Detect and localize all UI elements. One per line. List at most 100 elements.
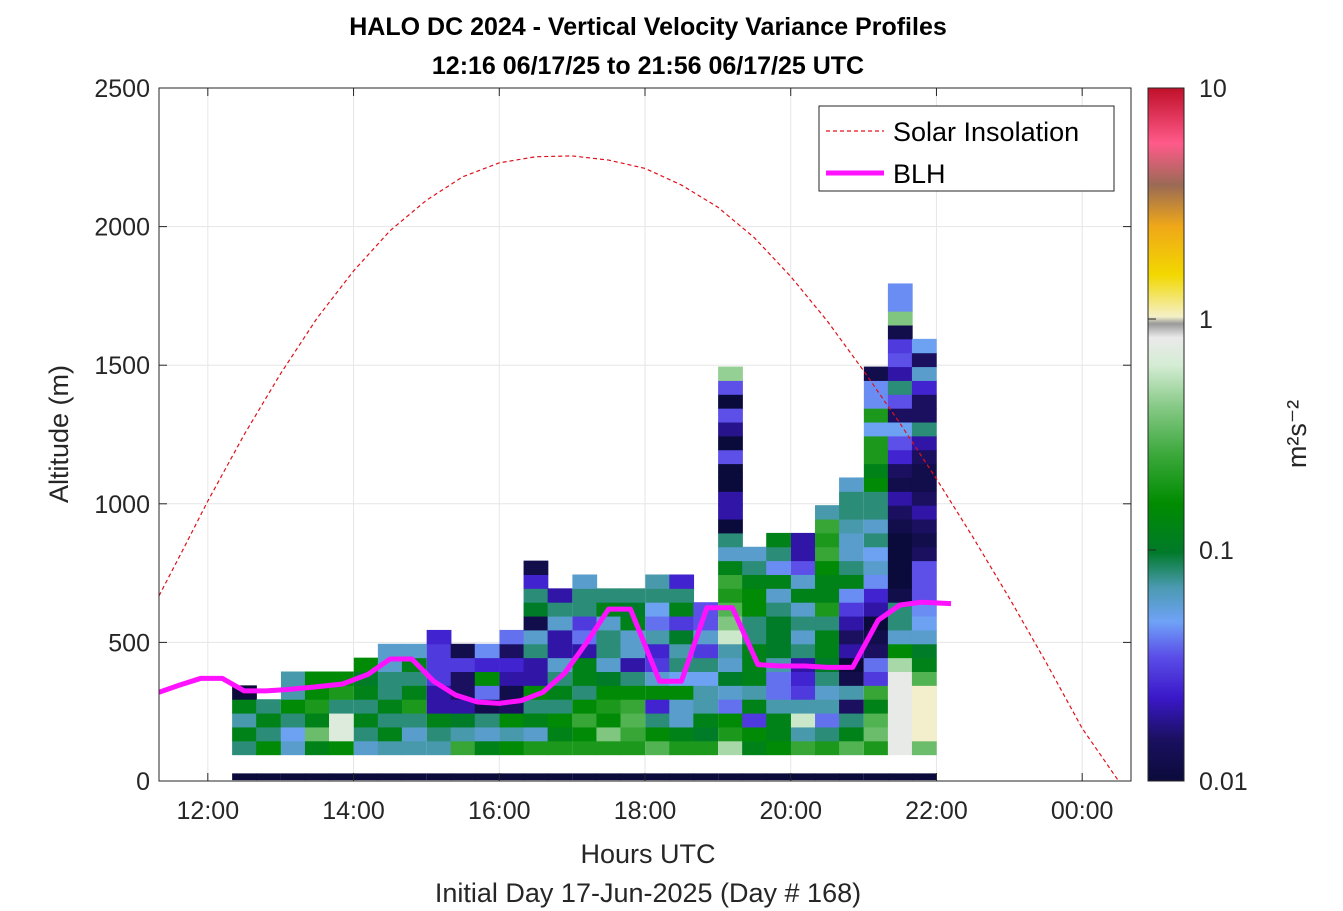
heatmap-cell bbox=[887, 574, 913, 589]
heatmap-cell bbox=[329, 685, 354, 700]
heatmap-cell bbox=[572, 699, 598, 714]
heatmap-cell bbox=[572, 588, 598, 603]
heatmap-cell bbox=[790, 574, 816, 589]
heatmap-cell bbox=[426, 740, 452, 756]
heatmap-cell bbox=[766, 713, 791, 728]
heatmap-cell bbox=[839, 560, 864, 575]
heatmap-cell bbox=[693, 726, 719, 742]
heatmap-cell bbox=[304, 713, 330, 728]
heatmap-cell bbox=[815, 713, 840, 728]
heatmap-cell bbox=[911, 546, 937, 562]
heatmap-cell bbox=[766, 671, 791, 686]
heatmap-cell bbox=[742, 657, 767, 673]
heatmap-cell bbox=[815, 560, 840, 575]
heatmap-cell bbox=[790, 740, 816, 756]
heatmap-cell bbox=[620, 643, 646, 659]
heatmap-cell bbox=[911, 643, 937, 659]
heatmap-cell bbox=[450, 671, 476, 686]
heatmap-cell bbox=[742, 588, 767, 603]
chart-title: HALO DC 2024 - Vertical Velocity Varianc… bbox=[349, 13, 947, 41]
x-tick-label: 16:00 bbox=[468, 797, 531, 825]
heatmap-cell bbox=[645, 699, 671, 714]
heatmap-cell bbox=[426, 657, 452, 673]
heatmap-cell bbox=[645, 588, 671, 603]
heatmap-cell bbox=[523, 643, 549, 659]
heatmap-cell bbox=[499, 713, 525, 728]
y-tick-label: 2500 bbox=[94, 75, 150, 103]
heatmap-cell bbox=[353, 773, 379, 781]
heatmap-cell bbox=[596, 726, 622, 742]
heatmap-cell bbox=[839, 629, 864, 645]
heatmap-cell bbox=[547, 699, 573, 714]
heatmap-cell bbox=[911, 699, 937, 714]
heatmap-cell bbox=[766, 643, 791, 659]
heatmap-cell bbox=[815, 505, 840, 520]
heatmap-cell bbox=[523, 713, 549, 728]
heatmap-cell bbox=[572, 740, 598, 756]
heatmap-cell bbox=[547, 713, 573, 728]
heatmap-cell bbox=[815, 616, 840, 631]
heatmap-cell bbox=[863, 699, 889, 714]
heatmap-cell bbox=[304, 740, 330, 756]
heatmap-cell bbox=[401, 671, 427, 686]
heatmap-cell bbox=[450, 726, 476, 742]
legend-solar-label: Solar Insolation bbox=[893, 117, 1079, 147]
heatmap-cell bbox=[911, 560, 937, 575]
heatmap-cell bbox=[815, 699, 840, 714]
heatmap-cell bbox=[401, 726, 427, 742]
heatmap-cell bbox=[839, 773, 864, 781]
heatmap-cell bbox=[815, 546, 840, 562]
heatmap-cell bbox=[790, 713, 816, 728]
heatmap-cell bbox=[499, 740, 525, 756]
heatmap-cell bbox=[815, 726, 840, 742]
heatmap-cell bbox=[839, 532, 864, 548]
heatmap-cell bbox=[620, 713, 646, 728]
heatmap-cell bbox=[815, 588, 840, 603]
heatmap-cell bbox=[523, 671, 549, 686]
heatmap-cell bbox=[304, 699, 330, 714]
heatmap-cell bbox=[742, 713, 767, 728]
heatmap-cell bbox=[474, 726, 500, 742]
heatmap-cell bbox=[547, 629, 573, 645]
heatmap-cell bbox=[790, 643, 816, 659]
heatmap-cell bbox=[742, 671, 767, 686]
heatmap-cell bbox=[426, 643, 452, 659]
heatmap-cell bbox=[596, 671, 622, 686]
heatmap-cell bbox=[887, 713, 913, 728]
heatmap-cell bbox=[596, 699, 622, 714]
heatmap-cell bbox=[523, 773, 549, 781]
heatmap-cell bbox=[718, 685, 743, 700]
heatmap-cell bbox=[693, 740, 719, 756]
heatmap-cell bbox=[863, 643, 889, 659]
heatmap-cell bbox=[596, 657, 622, 673]
heatmap-cell bbox=[523, 629, 549, 645]
y-tick-label: 2000 bbox=[94, 214, 150, 242]
heatmap-cell bbox=[596, 588, 622, 603]
solar-insolation-line bbox=[159, 155, 1120, 781]
heatmap-cell bbox=[232, 726, 257, 742]
heatmap-cell bbox=[280, 713, 306, 728]
heatmap-cell bbox=[911, 366, 937, 381]
heatmap-cell bbox=[742, 602, 767, 617]
heatmap-cell bbox=[377, 699, 403, 714]
heatmap-cell bbox=[742, 546, 767, 562]
heatmap-cell bbox=[887, 616, 913, 631]
heatmap-cell bbox=[887, 477, 913, 492]
heatmap-cell bbox=[718, 773, 743, 781]
heatmap-cell bbox=[693, 713, 719, 728]
heatmap-cell bbox=[863, 726, 889, 742]
heatmap-cell bbox=[693, 643, 719, 659]
heatmap-cell bbox=[863, 366, 889, 381]
y-tick-label: 1000 bbox=[94, 491, 150, 519]
heatmap-cell bbox=[718, 574, 743, 589]
heatmap-cell bbox=[766, 560, 791, 575]
heatmap-cell bbox=[572, 616, 598, 631]
heatmap-cell bbox=[863, 532, 889, 548]
heatmap-cell bbox=[887, 699, 913, 714]
heatmap-cell bbox=[304, 773, 330, 781]
heatmap-cell bbox=[718, 546, 743, 562]
heatmap-cell bbox=[474, 713, 500, 728]
heatmap-cell bbox=[887, 449, 913, 465]
heatmap-cell bbox=[669, 629, 695, 645]
heatmap-cell bbox=[887, 560, 913, 575]
